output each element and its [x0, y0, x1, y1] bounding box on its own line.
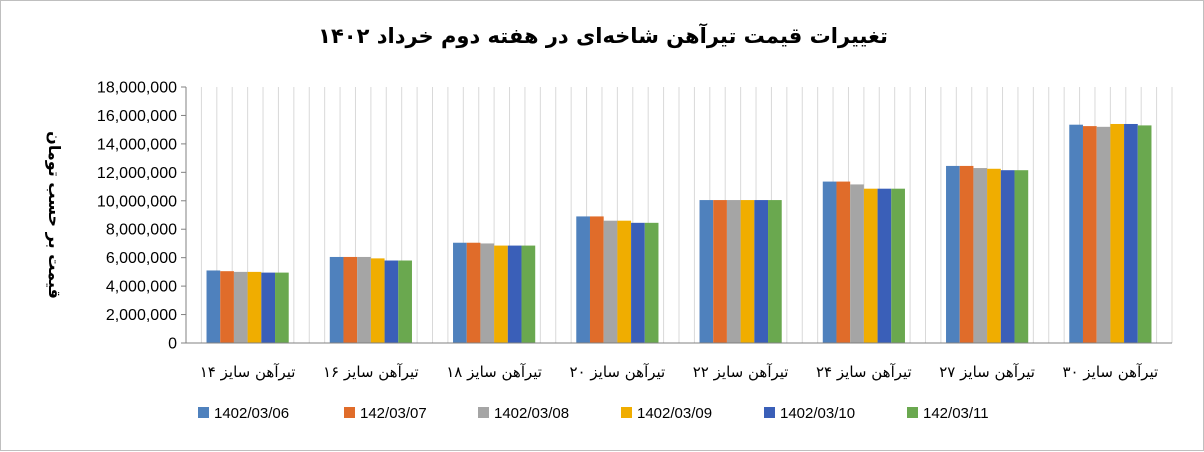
y-tick-label: 14,000,000 [97, 136, 177, 153]
x-tick-label: تیرآهن سایز ۲۲ [693, 363, 789, 381]
legend-swatch [621, 407, 632, 418]
bar [836, 181, 851, 343]
bar [384, 260, 399, 343]
bar [343, 256, 358, 343]
bar [946, 165, 960, 343]
x-tick-label: تیرآهن سایز ۲۰ [570, 363, 666, 381]
legend-label: 142/03/07 [360, 405, 427, 422]
legend-swatch [344, 407, 355, 418]
bar [1110, 123, 1125, 343]
y-tick-label: 18,000,000 [97, 80, 177, 97]
bar [617, 220, 632, 343]
bar [959, 165, 974, 343]
bars-group [206, 123, 1152, 344]
bar [480, 243, 495, 343]
bar [1124, 123, 1138, 343]
bar [576, 216, 590, 343]
legend-swatch [907, 407, 918, 418]
bar [220, 271, 234, 343]
bar [1069, 124, 1083, 343]
y-tick-label: 2,000,000 [106, 307, 177, 324]
bar [644, 222, 659, 343]
bar [850, 184, 864, 343]
bar [987, 168, 1001, 343]
bar [1082, 126, 1097, 343]
y-tick-label: 16,000,000 [97, 108, 177, 125]
bar [1096, 126, 1111, 343]
chart-title: تغییرات قیمت تیرآهن شاخه‌ای در هفته دوم … [318, 23, 888, 48]
bar [713, 200, 727, 343]
y-tick-label: 12,000,000 [97, 165, 177, 182]
x-tick-label: تیرآهن سایز ۲۷ [939, 363, 1035, 381]
y-ticks: 0 2,000,000 4,000,000 6,000,000 8,000,000 10,… [97, 80, 177, 353]
bar [398, 260, 412, 343]
x-tick-label: تیرآهن سایز ۳۰ [1063, 363, 1159, 381]
bar [507, 245, 522, 343]
bar [973, 168, 988, 343]
bar [370, 258, 385, 343]
legend-label: 1402/03/09 [637, 405, 712, 422]
bar [877, 188, 892, 343]
bar [1014, 170, 1029, 343]
legend-swatch [764, 407, 775, 418]
bar [453, 242, 467, 343]
y-tick-label: 4,000,000 [106, 279, 177, 296]
bar [603, 220, 618, 343]
bar [754, 200, 769, 343]
x-tick-label: تیرآهن سایز ۲۴ [816, 363, 912, 381]
bar [275, 272, 289, 343]
legend: 1402/03/06 142/03/07 1402/03/08 1402/03/09 1… [198, 405, 989, 422]
bar [863, 188, 878, 343]
bar [589, 216, 604, 343]
legend-label: 1402/03/06 [214, 405, 289, 422]
bar [726, 200, 741, 343]
bar [233, 271, 248, 343]
x-tick-label: تیرآهن سایز ۱۸ [446, 363, 542, 381]
bar [1137, 125, 1152, 344]
bar [822, 181, 837, 343]
x-ticks: تیرآهن سایز ۱۴ تیرآهن سایز ۱۶ تیرآهن سایز … [200, 363, 1158, 381]
bar [1000, 170, 1015, 343]
y-axis-label: قیمت بر حسب تومان [45, 131, 64, 299]
bar [768, 200, 782, 343]
x-tick-label: تیرآهن سایز ۱۴ [200, 363, 296, 381]
bar [891, 188, 905, 343]
bar [699, 200, 714, 343]
bar [261, 272, 276, 343]
y-tick-label: 6,000,000 [106, 250, 177, 267]
legend-swatch [478, 407, 489, 418]
y-tick-label: 8,000,000 [106, 222, 177, 239]
bar [247, 271, 262, 343]
bar [206, 270, 221, 343]
legend-label: 1402/03/10 [780, 405, 855, 422]
legend-swatch [198, 407, 209, 418]
bar [521, 245, 536, 343]
bar [357, 256, 371, 343]
axes [181, 86, 1172, 344]
legend-label: 1402/03/08 [494, 405, 569, 422]
y-tick-label: 10,000,000 [97, 193, 177, 210]
y-tick-label: 0 [168, 336, 177, 353]
x-tick-label: تیرآهن سایز ۱۶ [323, 363, 419, 381]
bar [466, 242, 481, 343]
bar [631, 222, 645, 343]
bar [329, 256, 344, 343]
bar [494, 245, 508, 343]
bar [740, 200, 755, 343]
legend-label: 142/03/11 [923, 405, 989, 422]
